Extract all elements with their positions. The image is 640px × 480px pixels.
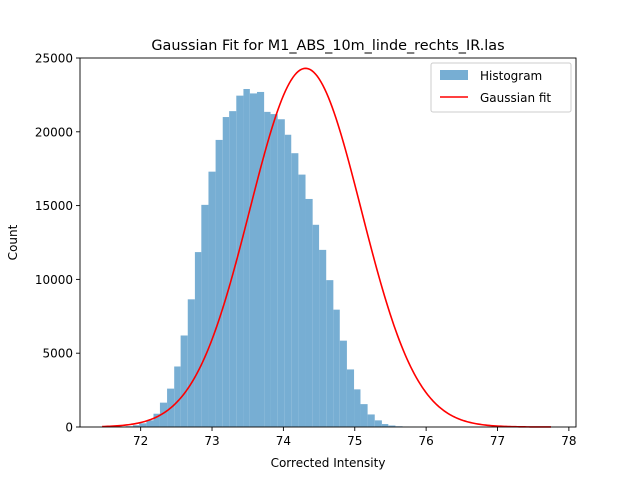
histogram-bar bbox=[305, 198, 313, 427]
y-tick-label: 10000 bbox=[35, 273, 73, 287]
histogram-bar bbox=[243, 88, 250, 427]
histogram-bar bbox=[174, 366, 181, 427]
histogram-bar bbox=[339, 340, 347, 427]
legend-gaussian-fit-label: Gaussian fit bbox=[480, 91, 551, 105]
histogram-bar bbox=[298, 174, 306, 427]
plot-frame bbox=[79, 57, 577, 428]
histogram-bar bbox=[284, 134, 292, 427]
histogram-bar bbox=[146, 420, 154, 427]
x-tick-label: 73 bbox=[204, 434, 219, 448]
y-tick-label: 20000 bbox=[35, 125, 73, 139]
histogram-bar bbox=[249, 93, 257, 427]
histogram-bar bbox=[333, 309, 340, 427]
legend-histogram-swatch bbox=[440, 70, 468, 80]
histogram-bar bbox=[346, 369, 355, 427]
x-tick-label: 78 bbox=[561, 434, 576, 448]
y-tick-label: 0 bbox=[65, 421, 73, 435]
histogram-bar bbox=[291, 153, 299, 427]
y-tick-label: 25000 bbox=[35, 52, 73, 66]
histogram-bar bbox=[132, 425, 140, 427]
y-tick-label: 15000 bbox=[35, 199, 73, 213]
histogram-bar bbox=[208, 171, 216, 427]
histogram-bar bbox=[236, 95, 244, 427]
histogram-bar bbox=[319, 249, 327, 427]
histogram-bar bbox=[326, 280, 334, 427]
histogram-bar bbox=[367, 414, 375, 427]
histogram-bar bbox=[360, 404, 368, 427]
x-tick-label: 76 bbox=[418, 434, 433, 448]
legend-histogram-label: Histogram bbox=[480, 69, 542, 83]
histogram-bar bbox=[180, 335, 188, 427]
y-axis-label: Count bbox=[6, 224, 20, 260]
chart-title: Gaussian Fit for M1_ABS_10m_linde_rechts… bbox=[151, 38, 504, 54]
x-tick-label: 74 bbox=[276, 434, 291, 448]
gaussian-fit-line bbox=[102, 67, 552, 428]
histogram-bar bbox=[222, 117, 230, 427]
histogram-bar bbox=[256, 91, 265, 427]
histogram-bar bbox=[374, 420, 382, 427]
histogram-bar bbox=[194, 252, 202, 427]
legend: Histogram Gaussian fit bbox=[430, 62, 572, 113]
x-tick-label: 75 bbox=[347, 434, 362, 448]
histogram-bar bbox=[354, 389, 361, 427]
histogram-bar bbox=[381, 424, 389, 427]
x-tick-label: 77 bbox=[490, 434, 505, 448]
histogram-bar bbox=[159, 402, 168, 427]
x-axis-label: Corrected Intensity bbox=[271, 456, 386, 470]
x-tick-label: 72 bbox=[133, 434, 148, 448]
y-tick-label: 5000 bbox=[42, 347, 73, 361]
histogram-bar bbox=[201, 204, 209, 427]
y-axis-ticks: 0 5000 10000 15000 20000 25000 bbox=[35, 52, 80, 435]
histogram-bar bbox=[187, 299, 195, 427]
histogram-bar bbox=[229, 111, 237, 428]
histogram-bar bbox=[312, 224, 320, 427]
histogram-bar bbox=[270, 114, 278, 427]
histogram-bar bbox=[153, 413, 160, 427]
histogram-bar bbox=[277, 119, 285, 427]
x-axis-ticks: 72 73 74 75 76 77 78 bbox=[133, 427, 577, 448]
histogram-bar bbox=[215, 139, 223, 427]
histogram-bar bbox=[388, 425, 396, 427]
histogram-bar bbox=[264, 111, 271, 428]
histogram-bar bbox=[139, 423, 147, 427]
